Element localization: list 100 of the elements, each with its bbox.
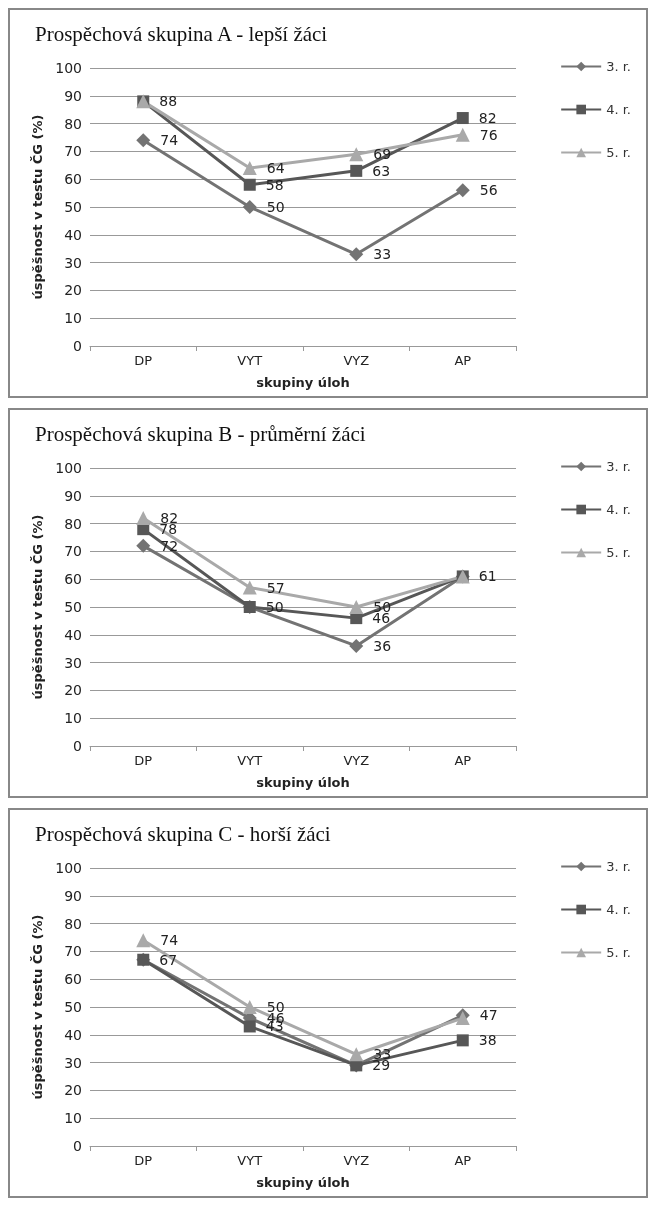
- y-tick-label: 10: [64, 1110, 82, 1127]
- y-tick-label: 30: [64, 1054, 82, 1071]
- x-tick-label: VYT: [237, 353, 263, 368]
- point: [455, 127, 470, 142]
- point: [243, 178, 256, 191]
- y-tick-label: 40: [64, 1026, 82, 1043]
- y-tick-label: 0: [73, 1138, 82, 1154]
- point: [136, 933, 151, 948]
- data-label: 56: [479, 182, 498, 199]
- point: [136, 511, 151, 526]
- point: [136, 133, 151, 148]
- point: [243, 1020, 256, 1033]
- y-tick-label: 80: [64, 115, 82, 132]
- x-axis-title: skupiny úloh: [256, 1175, 350, 1190]
- x-axis-title: skupiny úloh: [256, 375, 350, 390]
- x-tick-label: AP: [454, 753, 472, 768]
- chart-title: Prospěchová skupina C - horší žáci: [35, 821, 331, 846]
- legend-label: 3. r.: [606, 59, 632, 74]
- data-label: 33: [373, 246, 392, 263]
- y-tick-label: 40: [64, 626, 82, 643]
- y-tick-label: 0: [73, 338, 82, 354]
- data-label: 57: [266, 579, 285, 596]
- data-label: 74: [160, 132, 179, 149]
- point: [136, 538, 151, 553]
- data-label: 50: [265, 599, 284, 615]
- point: [349, 600, 364, 614]
- y-tick-label: 20: [64, 1082, 82, 1099]
- point: [242, 1000, 257, 1014]
- data-label: 82: [478, 110, 497, 127]
- y-tick-label: 60: [64, 571, 82, 588]
- legend-label: 4. r.: [606, 502, 632, 517]
- y-tick-label: 30: [64, 254, 82, 271]
- x-tick-label: VYZ: [343, 1153, 370, 1168]
- x-tick-label: VYT: [237, 1153, 263, 1168]
- point: [349, 147, 364, 162]
- y-tick-label: 90: [64, 887, 82, 904]
- y-tick-label: 80: [64, 515, 82, 532]
- legend-label: 5. r.: [606, 545, 632, 560]
- point: [242, 200, 257, 214]
- y-tick-label: 10: [64, 710, 82, 727]
- y-tick-label: 100: [55, 860, 82, 876]
- data-label: 61: [478, 568, 497, 585]
- data-label: 47: [479, 1007, 498, 1024]
- legend-label: 3. r.: [606, 859, 632, 874]
- x-tick-label: AP: [454, 1153, 472, 1168]
- data-label: 64: [266, 160, 285, 177]
- y-tick-label: 70: [64, 943, 82, 960]
- point: [350, 164, 363, 177]
- point: [349, 1047, 364, 1062]
- legend-label: 3. r.: [606, 459, 632, 474]
- data-label: 36: [373, 637, 392, 654]
- point: [242, 580, 257, 595]
- y-tick-label: 90: [64, 487, 82, 504]
- y-tick-label: 20: [64, 682, 82, 699]
- y-tick-label: 50: [64, 999, 82, 1015]
- data-label: 38: [478, 1032, 497, 1049]
- x-axis-title: skupiny úloh: [256, 775, 350, 790]
- y-axis-title: úspěšnost v testu ČG (%): [30, 914, 46, 1100]
- data-label: 74: [160, 932, 179, 949]
- point: [349, 638, 364, 653]
- point: [455, 183, 470, 198]
- y-tick-label: 50: [64, 599, 82, 615]
- y-axis-title: úspěšnost v testu ČG (%): [30, 114, 46, 300]
- x-tick-label: AP: [454, 353, 472, 368]
- y-tick-label: 10: [64, 310, 82, 327]
- y-tick-label: 40: [64, 226, 82, 243]
- chart-title: Prospěchová skupina B - průměrní žáci: [35, 421, 366, 446]
- y-axis-title: úspěšnost v testu ČG (%): [30, 514, 46, 700]
- x-tick-label: DP: [134, 353, 153, 368]
- point: [456, 1034, 469, 1047]
- x-tick-label: VYT: [237, 753, 263, 768]
- x-tick-label: DP: [134, 753, 153, 768]
- y-tick-label: 20: [64, 282, 82, 299]
- legend-label: 4. r.: [606, 902, 632, 917]
- y-tick-label: 70: [64, 543, 82, 560]
- legend-label: 4. r.: [606, 102, 632, 117]
- y-tick-label: 80: [64, 915, 82, 932]
- y-tick-label: 0: [73, 738, 82, 754]
- x-tick-label: DP: [134, 1153, 153, 1168]
- y-tick-label: 100: [55, 460, 82, 476]
- x-tick-label: VYZ: [343, 353, 370, 368]
- data-label: 76: [479, 126, 498, 143]
- y-tick-label: 90: [64, 87, 82, 104]
- legend-label: 5. r.: [606, 945, 632, 960]
- point: [349, 247, 364, 262]
- point: [456, 112, 469, 125]
- data-label: 63: [372, 162, 391, 179]
- x-tick-label: VYZ: [343, 753, 370, 768]
- data-label: 50: [266, 199, 285, 215]
- y-tick-label: 30: [64, 654, 82, 671]
- data-label: 88: [159, 93, 178, 110]
- point: [242, 161, 257, 176]
- y-tick-label: 60: [64, 171, 82, 188]
- y-tick-label: 100: [55, 60, 82, 76]
- y-tick-label: 50: [64, 199, 82, 215]
- y-tick-label: 60: [64, 971, 82, 988]
- y-tick-label: 70: [64, 143, 82, 160]
- data-label: 67: [159, 951, 178, 968]
- legend-label: 5. r.: [606, 145, 632, 160]
- chart-title: Prospěchová skupina A - lepší žáci: [35, 21, 328, 46]
